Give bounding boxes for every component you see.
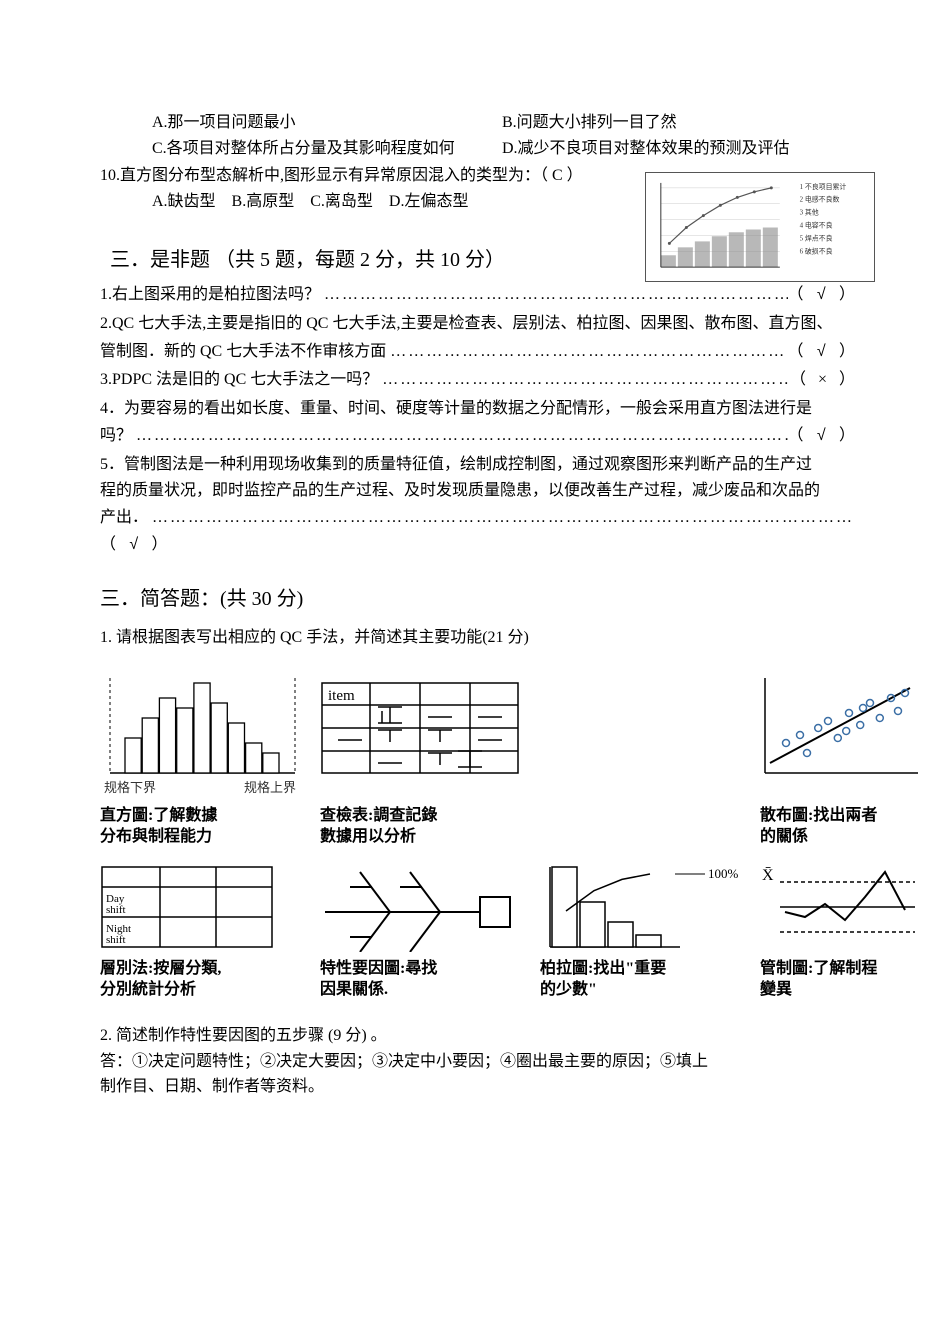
tool-checksheet: item 查檢表:調查記錄 數據用以分析 bbox=[320, 673, 520, 848]
svg-text:shift: shift bbox=[106, 934, 126, 946]
checksheet-spacer bbox=[320, 778, 520, 799]
hist-lcap-left: 规格下界 bbox=[104, 778, 156, 799]
tf-q4-line2: 吗？ bbox=[100, 423, 132, 449]
tf-q3-ans: （ × ） bbox=[790, 367, 855, 393]
svg-text:item: item bbox=[328, 688, 355, 704]
tf-q5: 5．管制图法是一种利用现场收集到的质量特征值，绘制成控制图，通过观察图形来判断产… bbox=[100, 452, 855, 557]
tool-pareto-figure: 100% bbox=[540, 862, 740, 952]
pareto-example-figure: 1 不良项目累计 2 电感不良数 3 其他 4 电容不良 5 焊点不良 6 破损不良 bbox=[645, 172, 875, 282]
tool-scatter-title: 散布圖:找出兩者 的關係 bbox=[760, 805, 920, 848]
tf-q3-dots: …………………………………………………………………………………… bbox=[378, 367, 790, 394]
tool-checksheet-title-1: 查檢表:調查記錄 bbox=[320, 805, 520, 827]
scatter-spacer bbox=[760, 778, 920, 799]
mc9-opt-a: A.那一项目问题最小 bbox=[100, 110, 502, 136]
sa-q2-ans-1: 答：①决定问题特性；②决定大要因；③决定中小要因；④圈出最主要的原因；⑤填上 bbox=[100, 1049, 855, 1075]
svg-text:2 电感不良数: 2 电感不良数 bbox=[800, 195, 840, 204]
tf-q4: 4．为要容易的看出如长度、重量、时间、硬度等计量的数据之分配情形，一般会采用直方… bbox=[100, 396, 855, 450]
mc9-options-row1: A.那一项目问题最小 B.问题大小排列一目了然 bbox=[100, 110, 855, 136]
mc9-opt-d: D.减少不良项目对整体效果的预测及评估 bbox=[502, 136, 790, 162]
tf-q5-ans: （ √ ） bbox=[100, 532, 855, 558]
tool-fishbone-title-2: 因果關係. bbox=[320, 979, 520, 1001]
tool-controlchart: X̄ 管制圖:了解制程 變異 bbox=[760, 862, 920, 1001]
tf-q5-line3: 产出． bbox=[100, 505, 148, 531]
svg-text:X̄: X̄ bbox=[762, 867, 774, 884]
tool-fishbone: 特性要因圖:尋找 因果關係. bbox=[320, 862, 520, 1001]
tool-checksheet-figure: item bbox=[320, 673, 520, 778]
seven-tools-grid: 规格下界 规格上界 直方圖:了解數據 分布與制程能力 bbox=[100, 673, 855, 1001]
tool-histogram-lowcap: 规格下界 规格上界 bbox=[100, 778, 300, 799]
tool-histogram-figure bbox=[100, 673, 300, 778]
tool-checksheet-title: 查檢表:調查記錄 數據用以分析 bbox=[320, 805, 520, 848]
tf-q2-line2: 管制图．新的 QC 七大手法不作审核方面 bbox=[100, 339, 386, 365]
tool-scatter-title-1: 散布圖:找出兩者 bbox=[760, 805, 920, 827]
tool-stratification-title: 層別法:按層分類, 分別統計分析 bbox=[100, 958, 300, 1001]
tool-histogram-title: 直方圖:了解數據 分布與制程能力 bbox=[100, 805, 300, 848]
tool-pareto-title-1: 柏拉圖:找出"重要 bbox=[540, 958, 740, 980]
tool-controlchart-figure: X̄ bbox=[760, 862, 920, 952]
tool-stratification-title-2: 分別統計分析 bbox=[100, 979, 300, 1001]
tool-controlchart-title-2: 變異 bbox=[760, 979, 920, 1001]
sa-q1-stem: 1. 请根据图表写出相应的 QC 手法，并简述其主要功能(21 分) bbox=[100, 625, 855, 651]
mc9-opt-b: B.问题大小排列一目了然 bbox=[502, 110, 677, 136]
sa-q2-stem: 2. 简述制作特性要因图的五步骤 (9 分) 。 bbox=[100, 1023, 855, 1049]
tf-q2: 2.QC 七大手法,主要是指旧的 QC 七大手法,主要是检查表、层别法、柏拉图、… bbox=[100, 311, 855, 365]
tool-stratification-figure: Day shift Night shift bbox=[100, 862, 300, 952]
tf-q1-ans: （ √ ） bbox=[788, 282, 855, 308]
svg-text:100%: 100% bbox=[708, 866, 739, 881]
tf-q5-dots: ……………………………………………………………………………………………………… bbox=[148, 505, 855, 532]
tf-q4-line1: 4．为要容易的看出如长度、重量、时间、硬度等计量的数据之分配情形，一般会采用直方… bbox=[100, 396, 855, 422]
exam-page: A.那一项目问题最小 B.问题大小排列一目了然 C.各项目对整体所占分量及其影响… bbox=[0, 0, 945, 1337]
tool-fishbone-title-1: 特性要因圖:尋找 bbox=[320, 958, 520, 980]
hist-lcap-right: 规格上界 bbox=[244, 778, 296, 799]
sa-q2: 2. 简述制作特性要因图的五步骤 (9 分) 。 答：①决定问题特性；②决定大要… bbox=[100, 1023, 855, 1100]
tool-fishbone-title: 特性要因圖:尋找 因果關係. bbox=[320, 958, 520, 1001]
svg-text:6 破损不良: 6 破损不良 bbox=[800, 246, 833, 255]
tool-pareto: 100% 柏拉圖:找出"重要 的少數" bbox=[540, 862, 740, 1001]
tool-scatter: 散布圖:找出兩者 的關係 bbox=[760, 673, 920, 848]
svg-text:shift: shift bbox=[106, 904, 126, 916]
tf-q1-text: 1.右上图采用的是柏拉图法吗？ bbox=[100, 282, 320, 308]
tool-controlchart-title-1: 管制圖:了解制程 bbox=[760, 958, 920, 980]
pareto-example-svg: 1 不良项目累计 2 电感不良数 3 其他 4 电容不良 5 焊点不良 6 破损不良 bbox=[646, 173, 874, 282]
tf-q3-text: 3.PDPC 法是旧的 QC 七大手法之一吗？ bbox=[100, 367, 378, 393]
tf-q1-dots: …………………………………………………………………………………… bbox=[320, 282, 788, 309]
svg-text:5 焊点不良: 5 焊点不良 bbox=[800, 233, 833, 242]
svg-text:1 不良项目累计: 1 不良项目累计 bbox=[800, 182, 847, 191]
mc9-options-row2: C.各项目对整体所占分量及其影响程度如何 D.减少不良项目对整体效果的预测及评估 bbox=[100, 136, 855, 162]
tool-histogram: 规格下界 规格上界 直方圖:了解數據 分布與制程能力 bbox=[100, 673, 300, 848]
svg-text:4 电容不良: 4 电容不良 bbox=[800, 221, 833, 230]
svg-text:3 其他: 3 其他 bbox=[800, 208, 819, 217]
tf-q3: 3.PDPC 法是旧的 QC 七大手法之一吗？ …………………………………………… bbox=[100, 367, 855, 394]
mc9-opt-c: C.各项目对整体所占分量及其影响程度如何 bbox=[100, 136, 502, 162]
tf-q5-line1: 5．管制图法是一种利用现场收集到的质量特征值，绘制成控制图，通过观察图形来判断产… bbox=[100, 452, 855, 478]
tool-pareto-title-2: 的少數" bbox=[540, 979, 740, 1001]
tool-stratification-title-1: 層別法:按層分類, bbox=[100, 958, 300, 980]
tool-histogram-title-1: 直方圖:了解數據 bbox=[100, 805, 300, 827]
tf-q2-dots: ………………………………………………………… bbox=[386, 339, 787, 366]
tool-scatter-title-2: 的關係 bbox=[760, 826, 920, 848]
tf-q2-ans: （ √ ） bbox=[788, 339, 855, 365]
tf-q1: 1.右上图采用的是柏拉图法吗？ ………………………………………………………………… bbox=[100, 282, 855, 309]
tf-q5-line2: 程的质量状况，即时监控产品的生产过程、及时发现质量隐患，以便改善生产过程，减少废… bbox=[100, 478, 855, 504]
tf-q4-dots: ……………………………………………………………………………………………………… bbox=[132, 423, 788, 450]
tool-pareto-title: 柏拉圖:找出"重要 的少數" bbox=[540, 958, 740, 1001]
tool-controlchart-title: 管制圖:了解制程 變異 bbox=[760, 958, 920, 1001]
tool-checksheet-title-2: 數據用以分析 bbox=[320, 826, 520, 848]
tool-scatter-figure bbox=[760, 673, 920, 778]
tool-stratification: Day shift Night shift 層別法:按層分類, 分別統計分析 bbox=[100, 862, 300, 1001]
tool-fishbone-figure bbox=[320, 862, 520, 952]
tf-q4-ans: （ √ ） bbox=[788, 423, 855, 449]
section-sa-header: 三．简答题：(共 30 分) bbox=[100, 583, 855, 615]
sa-q2-ans-2: 制作目、日期、制作者等资料。 bbox=[100, 1074, 855, 1100]
tool-histogram-title-2: 分布與制程能力 bbox=[100, 826, 300, 848]
tf-q2-line1: 2.QC 七大手法,主要是指旧的 QC 七大手法,主要是检查表、层别法、柏拉图、… bbox=[100, 311, 855, 337]
